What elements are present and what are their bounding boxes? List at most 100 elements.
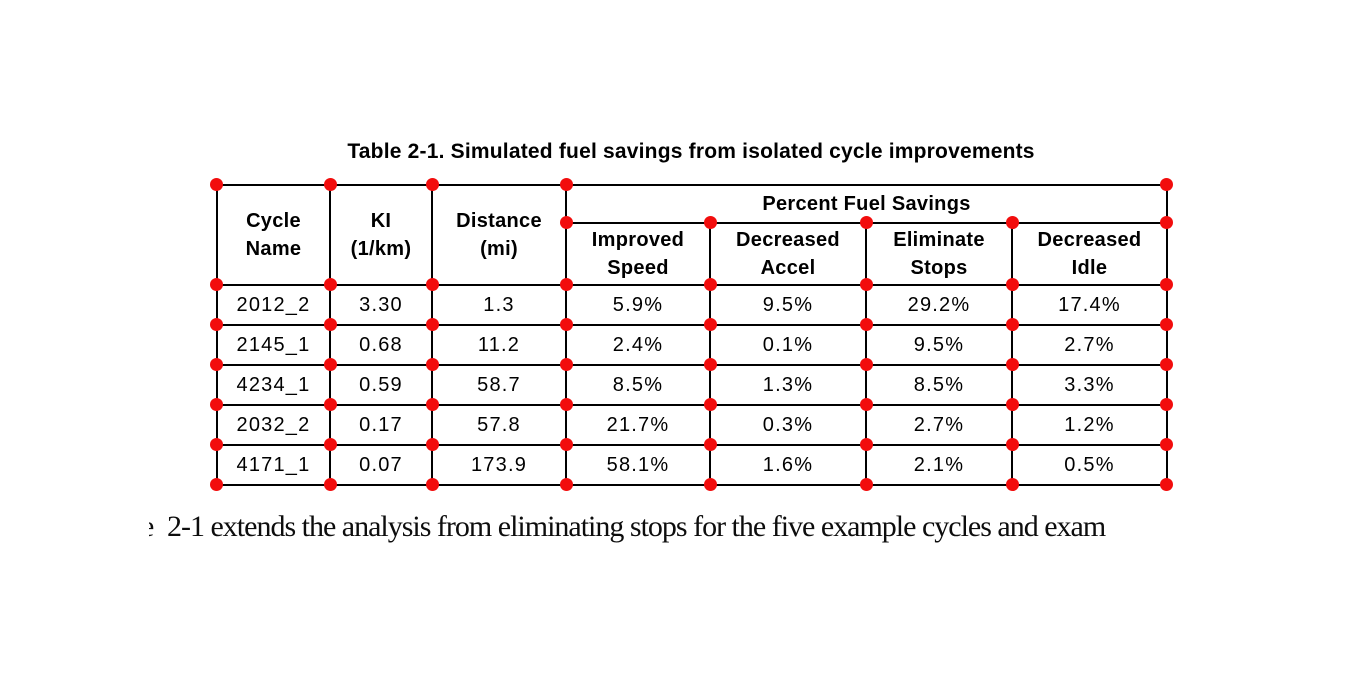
table-header-row-group: Cycle Name KI (1/km) Distance (mi) Perce… <box>216 184 1168 286</box>
annotation-dot <box>859 317 873 331</box>
annotation-dot <box>1005 277 1019 291</box>
annotation-dot <box>425 277 439 291</box>
annotation-dot <box>559 317 573 331</box>
annotation-dot <box>209 277 223 291</box>
table-cell: 1.2% <box>1011 404 1168 446</box>
table-cell: 17.4% <box>1011 284 1168 326</box>
header-decreased-accel: Decreased Accel <box>709 222 867 286</box>
header-improved-speed: Improved Speed <box>565 222 711 286</box>
annotation-dot <box>1159 317 1173 331</box>
table-cell: 2032_2 <box>216 404 331 446</box>
header-decreased-idle: Decreased Idle <box>1011 222 1168 286</box>
table-cell: 2.1% <box>865 444 1013 486</box>
table-cell: 2.7% <box>865 404 1013 446</box>
annotation-dot <box>1005 317 1019 331</box>
table-row: 2012_2 3.30 1.3 5.9% 9.5% 29.2% 17.4% <box>216 284 1168 326</box>
annotation-dot <box>425 317 439 331</box>
table-cell: 2012_2 <box>216 284 331 326</box>
annotation-dot <box>1159 397 1173 411</box>
annotation-dot <box>703 277 717 291</box>
annotation-dot <box>323 437 337 451</box>
table-cell: 11.2 <box>431 324 567 366</box>
table-cell: 58.7 <box>431 364 567 406</box>
annotation-dot <box>559 177 573 191</box>
annotation-dot <box>209 397 223 411</box>
table-cell: 4234_1 <box>216 364 331 406</box>
table-cell: 9.5% <box>865 324 1013 366</box>
table-cell: 9.5% <box>709 284 867 326</box>
annotation-dot <box>703 437 717 451</box>
annotation-dot <box>559 397 573 411</box>
annotation-dot <box>209 317 223 331</box>
annotation-dot <box>559 277 573 291</box>
table-row: 4234_1 0.59 58.7 8.5% 1.3% 8.5% 3.3% <box>216 364 1168 406</box>
annotation-dot <box>209 437 223 451</box>
table-cell: 8.5% <box>565 364 711 406</box>
header-ki: KI (1/km) <box>329 184 433 286</box>
table-cell: 29.2% <box>865 284 1013 326</box>
annotation-dot <box>323 397 337 411</box>
annotation-dot <box>425 357 439 371</box>
annotation-dot <box>859 477 873 491</box>
annotation-dot <box>323 177 337 191</box>
annotation-dot <box>703 397 717 411</box>
table-cell: 173.9 <box>431 444 567 486</box>
annotation-dot <box>425 177 439 191</box>
annotation-dot <box>323 317 337 331</box>
annotation-dot <box>559 437 573 451</box>
clipped-word-fragment: e <box>149 508 156 548</box>
table-row: 2032_2 0.17 57.8 21.7% 0.3% 2.7% 1.2% <box>216 404 1168 446</box>
annotation-dot <box>859 397 873 411</box>
table-cell: 2145_1 <box>216 324 331 366</box>
annotation-dot <box>559 357 573 371</box>
table-cell: 0.59 <box>329 364 433 406</box>
table-cell: 0.68 <box>329 324 433 366</box>
table-row: 2145_1 0.68 11.2 2.4% 0.1% 9.5% 2.7% <box>216 324 1168 366</box>
annotation-dot <box>1159 357 1173 371</box>
annotation-dot <box>1005 357 1019 371</box>
table-cell: 2.7% <box>1011 324 1168 366</box>
table-cell: 5.9% <box>565 284 711 326</box>
annotation-dot <box>323 357 337 371</box>
annotation-dot <box>559 477 573 491</box>
annotation-dot <box>703 317 717 331</box>
table-cell: 0.3% <box>709 404 867 446</box>
annotation-dot <box>1005 397 1019 411</box>
annotation-dot <box>1159 437 1173 451</box>
annotation-dot <box>1159 477 1173 491</box>
header-cycle-name: Cycle Name <box>216 184 331 286</box>
annotation-dot <box>1159 177 1173 191</box>
table-cell: 1.3 <box>431 284 567 326</box>
table-cell: 58.1% <box>565 444 711 486</box>
annotation-dot <box>1005 437 1019 451</box>
annotation-dot <box>425 397 439 411</box>
table-cell: 3.30 <box>329 284 433 326</box>
annotation-dot <box>425 437 439 451</box>
table-cell: 0.1% <box>709 324 867 366</box>
annotation-dot <box>209 477 223 491</box>
table-cell: 8.5% <box>865 364 1013 406</box>
table-cell: 1.3% <box>709 364 867 406</box>
table-cell: 21.7% <box>565 404 711 446</box>
header-eliminate-stops: Eliminate Stops <box>865 222 1013 286</box>
annotation-dot <box>859 357 873 371</box>
annotation-dot <box>1005 215 1019 229</box>
table-cell: 57.8 <box>431 404 567 446</box>
annotation-dot <box>859 277 873 291</box>
table-cell: 0.5% <box>1011 444 1168 486</box>
table-cell: 2.4% <box>565 324 711 366</box>
table-row: 4171_1 0.07 173.9 58.1% 1.6% 2.1% 0.5% <box>216 444 1168 486</box>
annotation-dot <box>859 437 873 451</box>
body-text-line: 2-1 extends the analysis from eliminatin… <box>167 510 1106 543</box>
table-cell: 1.6% <box>709 444 867 486</box>
table-cell: 3.3% <box>1011 364 1168 406</box>
annotation-dot <box>703 357 717 371</box>
table-header-row-sub: Improved Speed Decreased Accel Eliminate… <box>217 222 1168 286</box>
annotation-dot <box>859 215 873 229</box>
table-cell: 0.07 <box>329 444 433 486</box>
annotation-dot <box>1005 477 1019 491</box>
annotation-dot <box>209 357 223 371</box>
annotation-dot <box>209 177 223 191</box>
header-distance: Distance (mi) <box>431 184 567 286</box>
